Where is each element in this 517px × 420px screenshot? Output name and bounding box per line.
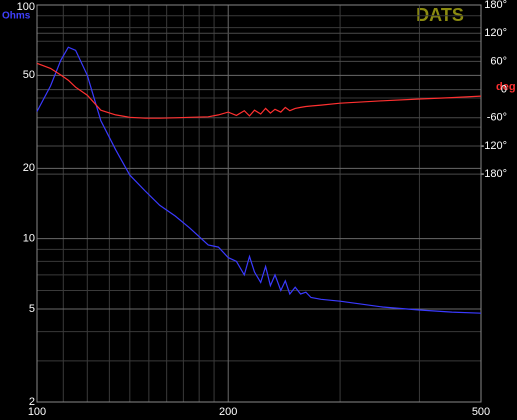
y-tick-label: 100	[17, 1, 35, 13]
y-tick-label: 50	[23, 69, 35, 81]
y2-tick-label: -120°	[481, 140, 507, 152]
y-tick-label: 20	[23, 162, 35, 174]
y2-tick-label: 0	[501, 83, 507, 95]
y2-tick-label: -180°	[481, 168, 507, 180]
y-tick-label: 2	[29, 396, 35, 408]
series-line	[36, 46, 482, 314]
series-line	[36, 62, 482, 119]
y-axis-label: Ohms	[2, 11, 31, 22]
x-tick-label: 200	[219, 406, 237, 418]
y2-axis-label: deg	[496, 81, 516, 93]
plot-frame	[36, 4, 482, 403]
y2-tick-label: 60°	[490, 55, 507, 67]
y2-tick-label: -60°	[487, 112, 507, 124]
chart-title: DATS	[416, 5, 464, 25]
y2-tick-label: 180°	[484, 0, 507, 11]
y-tick-label: 10	[23, 233, 35, 245]
x-tick-label: 500	[472, 406, 490, 418]
y2-tick-label: 120°	[484, 27, 507, 39]
y-tick-label: 5	[29, 303, 35, 315]
x-tick-label: 100	[28, 406, 46, 418]
